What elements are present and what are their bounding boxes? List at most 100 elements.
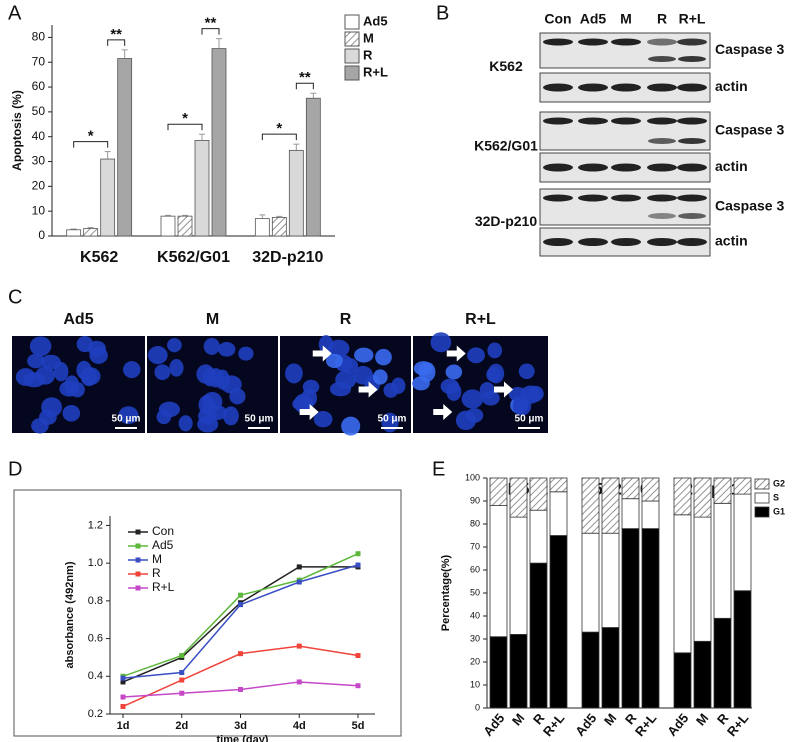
- panel-frame: [13, 489, 402, 737]
- blot-band: [543, 194, 573, 202]
- blot-band: [543, 83, 573, 92]
- nucleus: [285, 363, 303, 384]
- y-tick-label: 10: [470, 679, 480, 689]
- blot-band: [647, 238, 677, 246]
- bar-segment: [713, 477, 732, 504]
- point: [179, 670, 185, 676]
- bar-segment: [621, 477, 640, 500]
- nucleus: [412, 376, 430, 391]
- blot-band: [578, 194, 608, 202]
- bar: [288, 149, 304, 237]
- bar-segment: [529, 509, 548, 564]
- bar-segment: [713, 502, 732, 619]
- blot-band: [578, 83, 608, 92]
- bar-segment: [529, 477, 548, 511]
- arrow: [312, 345, 332, 362]
- point: [120, 679, 126, 685]
- bar: [305, 97, 321, 237]
- nucleus: [220, 375, 242, 394]
- blot-band: [678, 213, 706, 219]
- legend-swatch: [754, 478, 770, 490]
- legend-marker: [135, 571, 141, 577]
- blot-band: [611, 83, 641, 92]
- blot-band: [611, 117, 641, 125]
- significance-bracket: [201, 28, 220, 35]
- y-tick-label: 20: [470, 656, 480, 666]
- blot-band: [611, 238, 641, 246]
- y-tick-label: 0.8: [88, 595, 103, 607]
- blot-band: [647, 38, 677, 46]
- lane-label: R+L: [679, 11, 706, 27]
- nucleus: [487, 363, 505, 384]
- bar-segment: [581, 631, 600, 709]
- nucleus: [27, 353, 45, 369]
- blot-band: [611, 194, 641, 202]
- nucleus: [445, 364, 463, 380]
- nucleus: [167, 338, 182, 353]
- nucleus: [354, 347, 374, 363]
- blot-band: [678, 56, 706, 62]
- cell-label: 32D-p210: [475, 213, 537, 229]
- blot-band: [543, 163, 573, 172]
- nucleus: [238, 346, 254, 361]
- legend-label: G1: [773, 506, 785, 516]
- arrow: [433, 404, 453, 420]
- nucleus: [465, 408, 484, 423]
- significance-bracket: [261, 133, 297, 141]
- bar-segment: [641, 477, 660, 502]
- legend-label: S: [773, 492, 779, 502]
- nucleus: [372, 369, 388, 385]
- legend-label: R: [152, 566, 161, 580]
- nucleus: [518, 363, 535, 380]
- bar-segment: [601, 627, 620, 709]
- nucleus: [383, 382, 399, 398]
- bar-segment: [489, 636, 508, 709]
- nucleus: [313, 410, 333, 428]
- significance-bracket: [73, 141, 109, 148]
- bar-segment: [489, 477, 508, 507]
- nucleus: [35, 366, 55, 385]
- nucleus: [527, 385, 544, 402]
- bar: [160, 215, 176, 237]
- x-tick-label: 1d: [117, 720, 130, 732]
- blot-band: [647, 163, 677, 172]
- nucleus: [318, 335, 334, 354]
- y-tick-label: 0.6: [88, 632, 103, 644]
- legend-label: Con: [152, 524, 174, 538]
- bar-segment: [601, 532, 620, 628]
- nucleus: [59, 380, 79, 397]
- blot-band: [677, 38, 707, 46]
- y-tick-label: 50: [470, 587, 480, 597]
- point: [120, 675, 126, 681]
- band-label: actin: [715, 158, 748, 174]
- bar-segment: [549, 491, 568, 536]
- point: [238, 651, 243, 657]
- panel-label: C: [8, 286, 22, 308]
- nucleus: [223, 406, 239, 426]
- blot-band: [677, 194, 707, 202]
- bar-segment: [601, 477, 620, 534]
- nucleus: [467, 347, 485, 364]
- band-label: actin: [715, 233, 748, 249]
- band-label: Caspase 3: [715, 41, 784, 57]
- y-tick-label: 30: [32, 154, 46, 168]
- blot-band: [578, 238, 608, 246]
- bar: [254, 218, 270, 237]
- y-tick-label: 20: [32, 179, 46, 193]
- y-tick-label: 0: [475, 702, 480, 712]
- bar: [271, 216, 287, 237]
- blot-band: [647, 117, 677, 125]
- y-tick-label: 70: [32, 54, 46, 68]
- point: [238, 686, 243, 692]
- bar-segment: [509, 477, 528, 518]
- significance-bracket: [295, 82, 314, 90]
- arrow: [494, 381, 513, 398]
- blot-strip: [539, 32, 711, 69]
- bar-segment: [549, 477, 568, 493]
- legend-swatch: [344, 14, 360, 30]
- bar-segment: [509, 516, 528, 635]
- image-label: R+L: [465, 311, 496, 328]
- nucleus: [341, 416, 361, 436]
- bar: [194, 140, 210, 237]
- y-tick-label: 40: [32, 129, 46, 143]
